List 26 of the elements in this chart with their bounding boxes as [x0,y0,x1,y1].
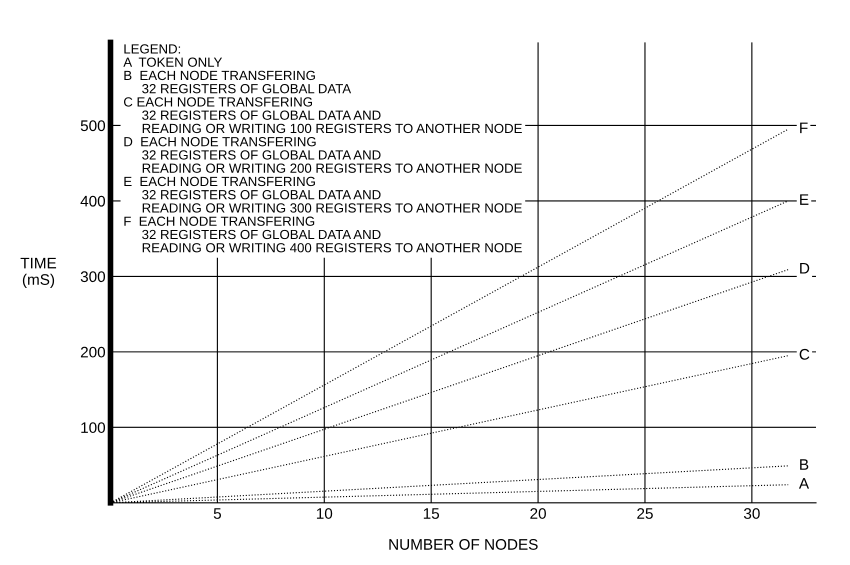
y-tick-label: 500 [80,120,106,132]
y-axis-title: TIME (mS) [20,258,56,288]
y-tick-label: 300 [80,271,106,282]
annotation: E EACH NODE TRANSFERING 32 REGISTERS OF GLOBAL DATA AND READING OR WRITING 300 REGISTERS TO ANOTHER NODE [124,176,522,213]
series-label: F [800,122,808,134]
x-tick-label: 30 [744,508,760,519]
x-axis-title: NUMBER OF NODES [389,539,538,550]
series-label: E [800,194,808,205]
annotation: C EACH NODE TRANSFERING 32 REGISTERS OF GLOBAL DATA AND READING OR WRITING 100 REGISTERS TO ANOTHER NODE [124,97,522,134]
annotation: D EACH NODE TRANSFERING 32 REGISTERS OF GLOBAL DATA AND READING OR WRITING 200 REGISTERS TO ANOTHER NODE [124,137,522,173]
legend-title: LEGEND: [124,44,180,54]
y-tick-label: 100 [81,422,106,434]
series-label: C [800,348,810,360]
series-label: D [800,263,810,274]
series-label: B [800,459,808,470]
x-tick-label: 10 [316,508,332,519]
series-label: A [798,478,810,489]
x-tick-label: 5 [214,508,221,519]
x-tick-label: 15 [424,508,440,519]
y-tick-label: 400 [80,196,106,207]
annotation: B EACH NODE TRANSFERING 32 REGISTERS OF GLOBAL DATA [124,70,352,94]
x-tick-label: 25 [637,508,653,519]
x-tick-label: 20 [530,508,546,519]
y-tick-label: 200 [80,346,106,358]
annotation: F EACH NODE TRANSFERING 32 REGISTERS OF GLOBAL DATA AND READING OR WRITING 400 REGISTERS TO ANOTHER NODE [124,216,522,252]
annotation: A TOKEN ONLY [123,57,222,67]
